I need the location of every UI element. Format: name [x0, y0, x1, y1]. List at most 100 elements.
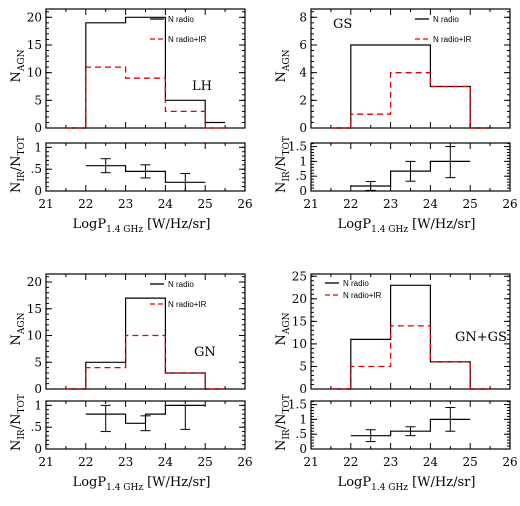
x-tick-label: 26: [502, 455, 517, 469]
ratio-label-mid: /N: [9, 156, 24, 172]
legend-label: N radio: [433, 15, 459, 24]
x-tick-label: 22: [78, 455, 93, 469]
y-tick-label: 1: [34, 398, 42, 412]
y-tick-label: 1: [299, 154, 307, 168]
field-label: GN: [194, 345, 216, 360]
error-bar: [180, 404, 191, 430]
y-tick-label: .5: [296, 169, 307, 183]
axes-frame: [310, 400, 511, 450]
legend: N radio N radio+IR: [150, 280, 207, 309]
y-tick-label: 15: [27, 38, 42, 52]
x-tick-label: 24: [423, 197, 439, 211]
x-tick-label: 22: [343, 455, 358, 469]
y-tick-label: 15: [292, 314, 307, 328]
y-tick-label: .5: [296, 427, 307, 441]
field-label: GS: [333, 17, 352, 32]
error-bar: [365, 181, 376, 191]
x-tick-label: 24: [158, 455, 174, 469]
x-tick-label: 25: [463, 455, 478, 469]
ratio-label-sub2: TOT: [282, 136, 292, 155]
series-radio-ir-histogram: [330, 325, 491, 390]
y-tick-label: 0: [299, 382, 307, 396]
x-tick-label: 24: [158, 197, 174, 211]
series-radio-ir-histogram: [65, 66, 226, 129]
x-tick-label: 25: [463, 197, 478, 211]
x-axis-label-main: LogP: [73, 475, 107, 490]
y-tick-label: 0: [34, 121, 42, 135]
ratio-label-sub1: IR: [282, 171, 292, 182]
x-tick-label: 23: [118, 197, 133, 211]
x-tick-label: 26: [502, 197, 517, 211]
histogram-axes: 0 5 10 15 20 25 N radio N radio+IR GN+GS NAGN: [274, 269, 511, 396]
y-tick-label: 10: [292, 337, 307, 351]
y-tick-label: 20: [292, 292, 307, 306]
ratio-label-mid: /N: [274, 156, 289, 172]
y-axis-label-main: N: [274, 71, 289, 82]
error-bar: [405, 426, 416, 437]
ratio-label-n: N: [9, 440, 24, 451]
ratio-y-axis-label: NIR/NTOT: [9, 136, 27, 193]
y-tick-label: 1.5: [288, 140, 307, 154]
y-axis-label: NAGN: [274, 49, 292, 82]
field-label: LH: [192, 79, 212, 94]
x-axis-label-unit: [W/Hz/sr]: [412, 475, 475, 490]
series-radio-ir-histogram: [65, 334, 226, 390]
y-tick-label: 0: [299, 184, 307, 198]
y-axis-label-sub: AGN: [282, 312, 292, 335]
x-tick-label: 22: [343, 197, 358, 211]
y-tick-label: 0: [34, 184, 42, 198]
x-axis-label-unit: [W/Hz/sr]: [147, 217, 210, 232]
x-tick-label: 23: [118, 455, 133, 469]
y-axis-label-main: N: [9, 71, 24, 82]
x-axis-label-sub: 1.4 GHz: [371, 225, 408, 235]
x-axis-label: LogP1.4 GHz [W/Hz/sr]: [338, 217, 476, 235]
ratio-label-n: N: [274, 182, 289, 193]
x-axis-label-sub: 1.4 GHz: [106, 483, 143, 493]
ratio-label-sub2: TOT: [17, 136, 27, 155]
ratio-y-axis-label: NIR/NTOT: [274, 394, 292, 451]
x-axis-label-main: LogP: [338, 217, 372, 232]
legend-label: N radio+IR: [433, 35, 472, 44]
fraction-axes: 0.511.5 21 22 23 24 25 26 LogP1.4 GHz [W/Hz/sr] N…: [274, 136, 518, 235]
y-axis-label-main: N: [9, 334, 24, 345]
ratio-label-sub1: IR: [17, 171, 27, 182]
legend: N radio N radio+IR: [150, 15, 207, 44]
error-bar: [100, 158, 111, 174]
legend: N radio N radio+IR: [325, 279, 382, 300]
x-axis-label-sub: 1.4 GHz: [371, 483, 408, 493]
x-tick-label: 25: [198, 455, 213, 469]
y-tick-label: 25: [292, 269, 307, 283]
y-axis-label: NAGN: [9, 312, 27, 345]
x-tick-label: 21: [303, 197, 318, 211]
ratio-label-mid: /N: [9, 414, 24, 430]
x-tick-label: 21: [38, 455, 53, 469]
x-axis-label: LogP1.4 GHz [W/Hz/sr]: [73, 217, 211, 235]
ratio-label-sub2: TOT: [17, 394, 27, 413]
y-tick-label: 0: [34, 442, 42, 456]
y-tick-label: 15: [27, 302, 42, 316]
y-tick-label: 8: [299, 10, 307, 24]
y-tick-label: 5: [34, 355, 42, 369]
x-axis-label-unit: [W/Hz/sr]: [412, 217, 475, 232]
x-axis-label-main: LogP: [338, 475, 372, 490]
error-bar: [405, 160, 416, 182]
y-tick-label: .5: [31, 420, 42, 434]
y-tick-label: 4: [299, 66, 307, 80]
x-tick-label: 24: [423, 455, 439, 469]
field-label: GN+GS: [455, 330, 507, 345]
x-axis-label-unit: [W/Hz/sr]: [147, 475, 210, 490]
y-axis-label-sub: AGN: [17, 312, 27, 335]
x-tick-label: 25: [198, 197, 213, 211]
error-bar: [140, 415, 151, 432]
x-tick-label: 23: [383, 455, 398, 469]
ratio-label-sub1: IR: [17, 429, 27, 440]
fraction-axes: 0 .5 1 21 22 23 24 25 26 LogP1.4 GHz [W/Hz/sr] NIR/…: [9, 136, 253, 235]
x-tick-label: 26: [237, 197, 252, 211]
x-axis-label-main: LogP: [73, 217, 107, 232]
y-tick-label: 2: [299, 93, 307, 107]
y-tick-label: 0: [34, 382, 42, 396]
fraction-axes: 0 .5 1 21 22 23 24 25 26 LogP1.4 GHz [W/Hz/sr] NIR/…: [9, 394, 253, 493]
